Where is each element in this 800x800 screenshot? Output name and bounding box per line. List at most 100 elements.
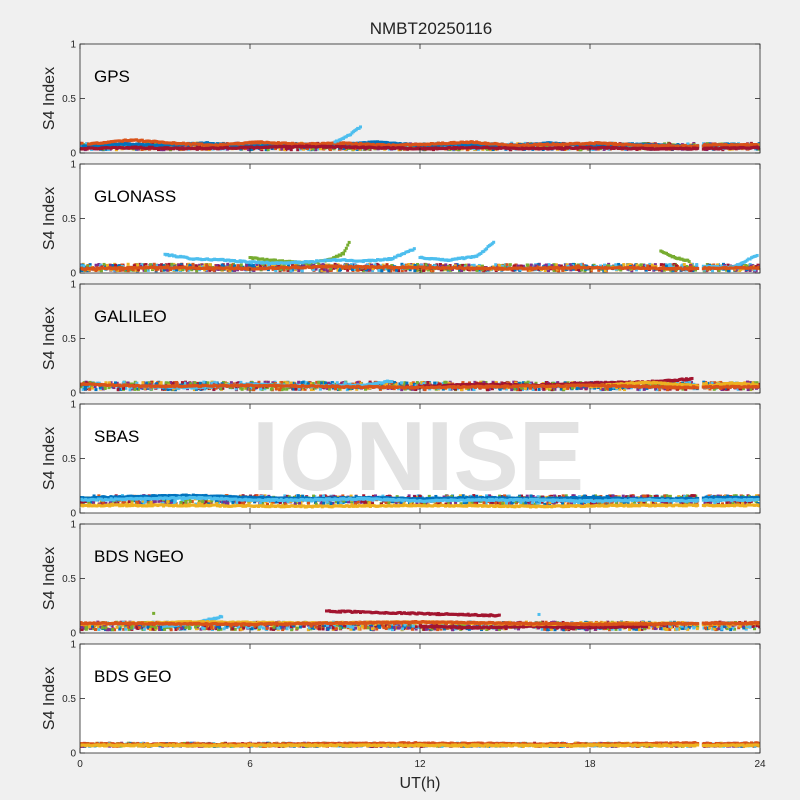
base-point xyxy=(255,262,259,266)
base-point xyxy=(97,262,101,266)
base-point xyxy=(118,268,122,272)
base-point xyxy=(439,268,443,272)
data-point xyxy=(346,243,350,247)
base-point xyxy=(228,264,232,268)
base-point xyxy=(526,268,530,272)
base-point xyxy=(230,263,234,267)
base-point xyxy=(126,262,130,266)
series-trace xyxy=(80,144,760,151)
base-point xyxy=(597,268,601,272)
base-point xyxy=(647,265,651,269)
base-point xyxy=(513,268,517,272)
base-point xyxy=(316,147,320,151)
base-point xyxy=(680,264,684,268)
base-point xyxy=(341,147,345,151)
base-point xyxy=(239,263,243,267)
base-point xyxy=(117,264,121,268)
data-point xyxy=(758,146,760,150)
base-point xyxy=(626,263,630,267)
base-point xyxy=(431,269,435,273)
base-point xyxy=(662,268,666,272)
base-point xyxy=(346,268,350,272)
base-point xyxy=(282,263,286,267)
base-point xyxy=(220,263,224,267)
base-point xyxy=(217,264,221,268)
base-point xyxy=(314,148,318,152)
base-point xyxy=(508,263,512,267)
base-point xyxy=(754,269,758,273)
base-point xyxy=(172,268,176,272)
base-point xyxy=(311,147,315,151)
base-point xyxy=(349,263,353,267)
base-point xyxy=(138,262,142,266)
base-point xyxy=(644,264,648,268)
data-point xyxy=(479,251,483,255)
base-point xyxy=(278,268,282,272)
base-point xyxy=(162,268,166,272)
base-point xyxy=(134,268,138,272)
y-tick-label: 0.5 xyxy=(62,94,76,105)
base-point xyxy=(682,263,686,267)
base-point xyxy=(160,263,164,267)
base-point xyxy=(628,145,632,149)
base-point xyxy=(88,263,92,267)
base-point xyxy=(557,264,561,268)
base-point xyxy=(191,262,195,266)
base-point xyxy=(326,269,330,273)
base-point xyxy=(150,268,154,272)
base-point xyxy=(646,264,650,268)
base-point xyxy=(208,268,212,272)
data-point xyxy=(696,144,700,148)
figure-title: NMBT20250116 xyxy=(370,19,493,38)
base-point xyxy=(336,268,340,272)
base-point xyxy=(236,264,240,268)
base-point xyxy=(565,263,569,267)
base-point xyxy=(584,264,588,268)
base-point xyxy=(550,264,554,268)
base-point xyxy=(568,263,572,267)
base-point xyxy=(225,264,229,268)
base-point xyxy=(407,262,411,266)
base-point xyxy=(320,268,324,272)
base-point xyxy=(267,263,271,267)
base-point xyxy=(686,142,690,146)
base-point xyxy=(725,268,729,272)
base-point xyxy=(552,263,556,267)
base-point xyxy=(317,263,321,267)
base-point xyxy=(422,269,426,273)
base-point xyxy=(428,264,432,268)
base-point xyxy=(110,144,114,148)
base-point xyxy=(251,263,255,267)
base-point xyxy=(231,262,235,266)
base-point xyxy=(465,148,469,152)
base-point xyxy=(458,268,462,272)
base-point xyxy=(503,264,507,268)
base-point xyxy=(653,263,657,267)
base-point xyxy=(258,264,262,268)
base-point xyxy=(695,264,699,268)
base-point xyxy=(305,147,309,151)
base-point xyxy=(480,264,484,268)
base-point xyxy=(526,263,530,267)
base-point xyxy=(705,263,709,267)
base-point xyxy=(188,263,192,267)
base-point xyxy=(284,146,288,150)
base-point xyxy=(338,268,342,272)
base-point xyxy=(152,262,156,266)
data-point xyxy=(485,247,489,251)
data-point xyxy=(755,253,759,257)
y-tick-label: 0 xyxy=(70,149,76,160)
base-point xyxy=(461,263,465,267)
base-point xyxy=(384,267,388,271)
base-point xyxy=(607,264,611,268)
series-trace xyxy=(87,138,759,149)
base-point xyxy=(536,267,540,271)
base-point xyxy=(148,263,152,267)
base-point xyxy=(165,268,169,272)
base-point xyxy=(566,264,570,268)
base-point xyxy=(321,263,325,267)
base-point xyxy=(290,263,294,267)
base-point xyxy=(544,263,548,267)
base-point xyxy=(517,264,521,268)
base-point xyxy=(181,268,185,272)
